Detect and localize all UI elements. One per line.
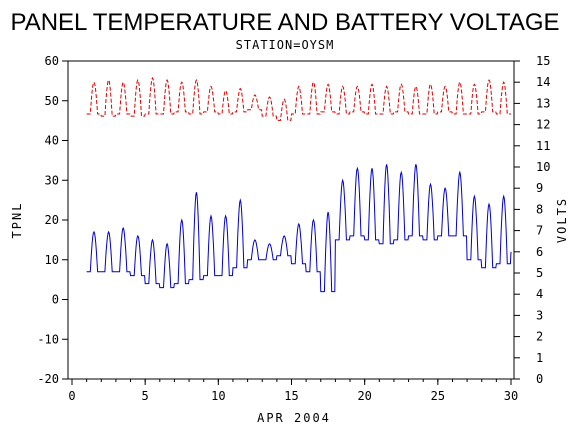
x-tick-label: 25 [431,389,445,403]
x-tick-label: 5 [142,389,149,403]
y-left-tick-label: -10 [37,332,59,346]
y-axis-left: -20 -10 0 10 20 30 40 50 60 [37,54,68,386]
y-right-tick-label: 2 [536,330,543,344]
chart-title: PANEL TEMPERATURE AND BATTERY VOLTAGE [10,9,559,36]
y-left-tick-label: 10 [45,253,59,267]
y-right-tick-label: 11 [536,139,550,153]
y-left-tick-label: 30 [45,173,59,187]
y-right-tick-label: 4 [536,287,543,301]
y-left-tick-label: 40 [45,134,59,148]
y-left-tick-label: -20 [37,372,59,386]
y-left-tick-label: 20 [45,213,59,227]
y-left-tick-label: 50 [45,94,59,108]
y-right-tick-label: 3 [536,308,543,322]
x-tick-label: 30 [504,389,518,403]
y-right-tick-label: 1 [536,351,543,365]
x-axis: 0 5 10 15 20 25 30 [68,379,518,403]
y-left-tick-label: 60 [45,54,59,68]
y-right-tick-label: 6 [536,245,543,259]
x-axis-label: APR 2004 [257,411,331,425]
y-right-tick-label: 15 [536,54,550,68]
plot-frame [67,60,515,380]
y-right-tick-label: 13 [536,96,550,110]
series-line-panel-temperature [86,164,512,293]
y-right-tick-label: 5 [536,266,543,280]
y-left-tick-label: 0 [52,293,59,307]
y-right-tick-label: 10 [536,160,550,174]
y-right-tick-label: 0 [536,372,543,386]
x-tick-label: 10 [211,389,225,403]
y-axis-right-label: VOLTS [555,197,569,243]
y-axis-left-label: TPNL [10,202,24,239]
x-tick-label: 15 [284,389,298,403]
y-right-tick-label: 8 [536,202,543,216]
y-right-tick-label: 14 [536,75,550,89]
y-right-tick-label: 9 [536,181,543,195]
series-line-battery-voltage [86,76,511,121]
y-right-tick-label: 7 [536,224,543,238]
x-tick-label: 0 [68,389,75,403]
x-tick-label: 20 [357,389,371,403]
chart-subtitle: STATION=OYSM [236,38,335,52]
y-right-tick-label: 12 [536,118,550,132]
